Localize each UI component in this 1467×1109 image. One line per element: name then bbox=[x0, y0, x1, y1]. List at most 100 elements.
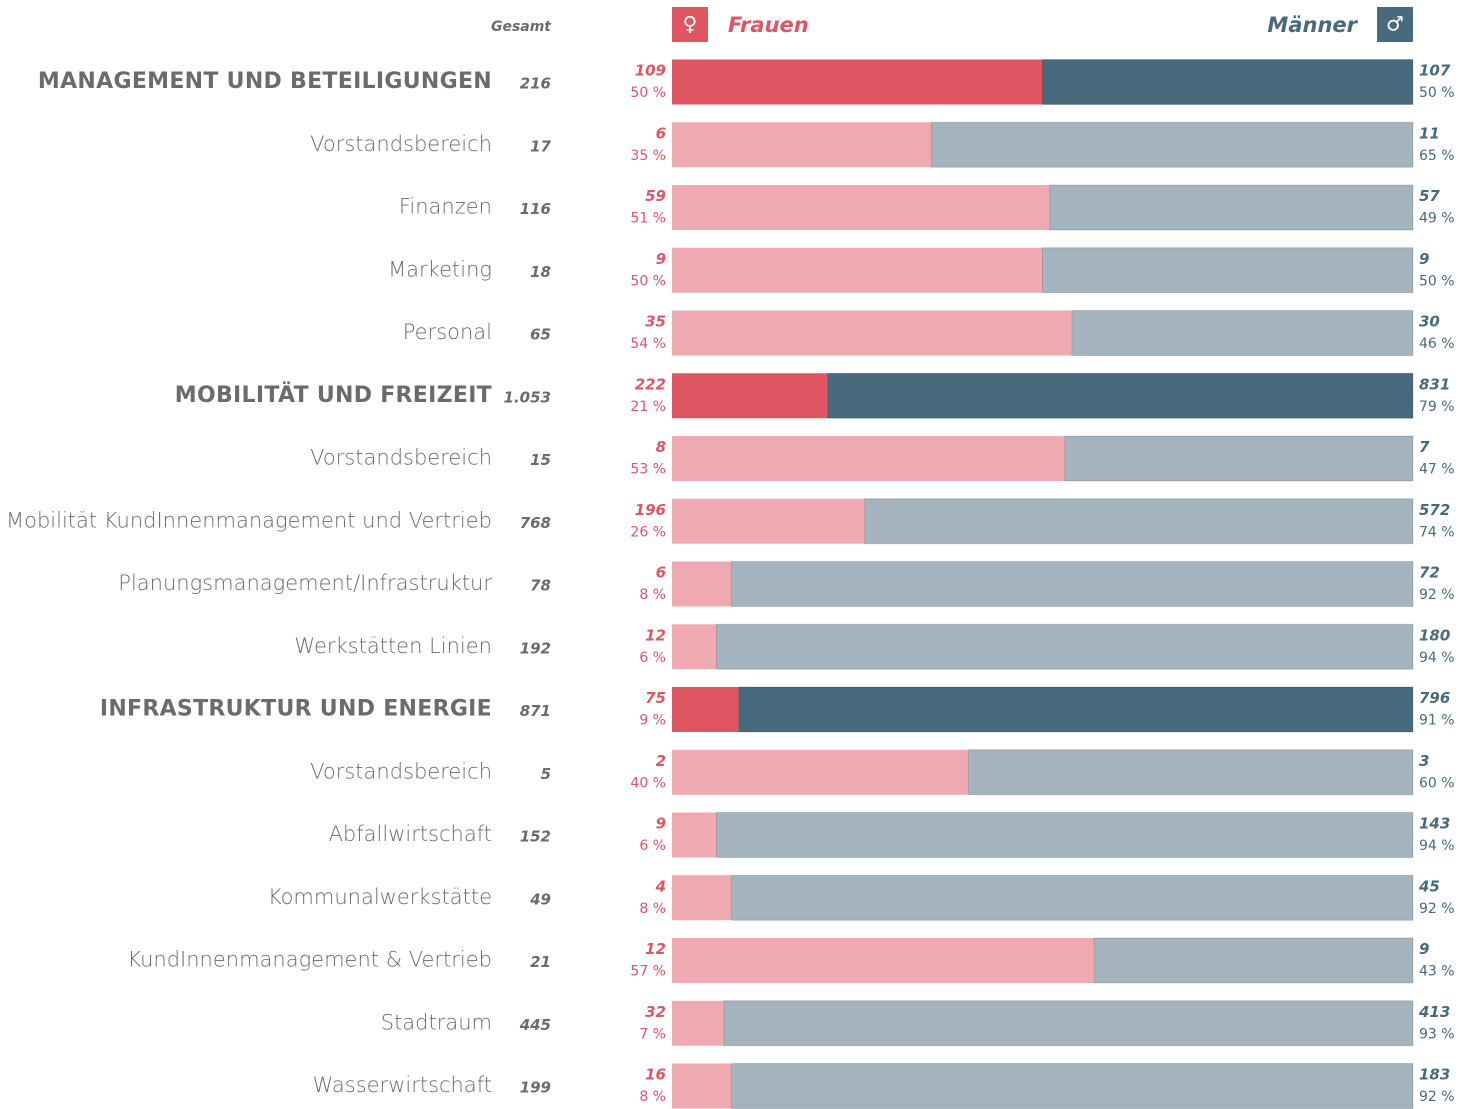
total-header: Gesamt bbox=[491, 19, 552, 35]
percent-label: 6 % bbox=[639, 650, 666, 666]
bar-segment bbox=[827, 372, 1414, 419]
percent-label: 7 % bbox=[639, 1026, 666, 1042]
percent-label: 74 % bbox=[1419, 524, 1455, 540]
bar-segment bbox=[715, 812, 1414, 858]
bar-segment bbox=[1049, 184, 1414, 231]
bar-segment bbox=[672, 1000, 724, 1046]
bar-segment bbox=[967, 749, 1414, 796]
category-label: Marketing bbox=[388, 257, 492, 281]
percent-label: 46 % bbox=[1419, 336, 1455, 352]
count-label: 222 bbox=[635, 375, 666, 393]
percent-label: 6 % bbox=[639, 838, 666, 854]
count-label: 143 bbox=[1419, 815, 1450, 833]
bar-segment bbox=[672, 1063, 732, 1109]
count-label: 2 bbox=[656, 752, 666, 770]
count-label: 6 bbox=[656, 124, 666, 142]
category-label: KundInnenmanagement & Vertrieb bbox=[127, 948, 492, 972]
count-label: 9 bbox=[1419, 250, 1429, 268]
count-label: 75 bbox=[645, 689, 666, 707]
bar-segment bbox=[730, 874, 1414, 921]
category-label: Vorstandsbereich bbox=[310, 132, 492, 156]
bar-segment bbox=[730, 561, 1414, 607]
count-label: 572 bbox=[1419, 501, 1450, 519]
total-label: 192 bbox=[520, 639, 551, 657]
bar-segment bbox=[672, 938, 1095, 983]
percent-label: 93 % bbox=[1419, 1026, 1455, 1042]
bar-segment bbox=[672, 59, 1043, 105]
legend-label: Frauen bbox=[728, 13, 809, 37]
percent-label: 51 % bbox=[630, 211, 666, 227]
bar-segment bbox=[1042, 59, 1414, 105]
bar-segment bbox=[864, 498, 1414, 545]
percent-label: 8 % bbox=[639, 1089, 666, 1105]
category-label: Personal bbox=[403, 320, 492, 344]
percent-label: 54 % bbox=[630, 336, 666, 352]
total-label: 78 bbox=[530, 577, 551, 595]
category-label: Mobilität KundInnenmanagement und Vertri… bbox=[6, 508, 492, 532]
percent-label: 57 % bbox=[630, 964, 666, 980]
percent-label: 35 % bbox=[630, 148, 666, 164]
count-label: 16 bbox=[645, 1066, 666, 1084]
category-label: INFRASTRUKTUR UND ENERGIE bbox=[100, 697, 492, 722]
bar-segment bbox=[672, 561, 732, 607]
percent-label: 50 % bbox=[1419, 273, 1455, 289]
percent-label: 94 % bbox=[1419, 650, 1455, 666]
bar-segment bbox=[1042, 247, 1414, 294]
category-label: Stadtraum bbox=[381, 1010, 492, 1034]
bar-segment bbox=[738, 686, 1414, 733]
percent-label: 26 % bbox=[630, 524, 666, 540]
percent-label: 8 % bbox=[639, 587, 666, 603]
count-label: 30 bbox=[1419, 313, 1440, 331]
bar-segment bbox=[672, 185, 1050, 230]
bar-segment bbox=[672, 749, 969, 795]
legend-label: Männer bbox=[1267, 13, 1358, 37]
percent-label: 50 % bbox=[630, 85, 666, 101]
total-label: 65 bbox=[530, 326, 551, 344]
count-label: 45 bbox=[1418, 877, 1440, 895]
count-label: 3 bbox=[1419, 752, 1429, 770]
percent-label: 92 % bbox=[1419, 587, 1455, 603]
count-label: 180 bbox=[1419, 626, 1450, 644]
count-label: 9 bbox=[656, 250, 666, 268]
percent-label: 94 % bbox=[1419, 838, 1455, 854]
count-label: 12 bbox=[645, 940, 666, 958]
total-label: 5 bbox=[541, 765, 551, 783]
count-label: 6 bbox=[656, 564, 666, 582]
count-label: 59 bbox=[645, 187, 666, 205]
total-label: 199 bbox=[520, 1079, 551, 1097]
percent-label: 9 % bbox=[639, 713, 666, 729]
percent-label: 21 % bbox=[630, 399, 666, 415]
total-label: 17 bbox=[530, 137, 551, 155]
percent-label: 50 % bbox=[1419, 85, 1455, 101]
bar-segment bbox=[672, 373, 828, 419]
count-label: 11 bbox=[1419, 124, 1440, 142]
bar-segment bbox=[723, 1000, 1414, 1047]
count-label: 35 bbox=[645, 313, 666, 331]
count-label: 72 bbox=[1419, 564, 1440, 582]
percent-label: 92 % bbox=[1419, 901, 1455, 917]
category-label: Vorstandsbereich bbox=[310, 759, 492, 783]
category-label: Wasserwirtschaft bbox=[312, 1073, 492, 1097]
percent-label: 91 % bbox=[1419, 713, 1455, 729]
bar-segment bbox=[1093, 937, 1414, 984]
bar-segment bbox=[672, 436, 1065, 481]
count-label: 8 bbox=[656, 438, 666, 456]
bar-segment bbox=[715, 623, 1414, 670]
count-label: 109 bbox=[635, 62, 666, 80]
bar-segment bbox=[672, 624, 717, 670]
percent-label: 65 % bbox=[1419, 148, 1455, 164]
total-label: 49 bbox=[529, 890, 551, 908]
count-label: 4 bbox=[655, 877, 666, 895]
count-label: 32 bbox=[645, 1003, 666, 1021]
count-label: 196 bbox=[635, 501, 666, 519]
category-label: Finanzen bbox=[399, 195, 492, 219]
count-label: 183 bbox=[1419, 1066, 1450, 1084]
category-label: Vorstandsbereich bbox=[310, 446, 492, 470]
percent-label: 8 % bbox=[639, 901, 666, 917]
total-label: 21 bbox=[530, 953, 551, 971]
count-label: 9 bbox=[1419, 940, 1429, 958]
legend-symbol: ♀ bbox=[683, 12, 698, 36]
legend-icon bbox=[1377, 7, 1413, 42]
count-label: 57 bbox=[1419, 187, 1440, 205]
